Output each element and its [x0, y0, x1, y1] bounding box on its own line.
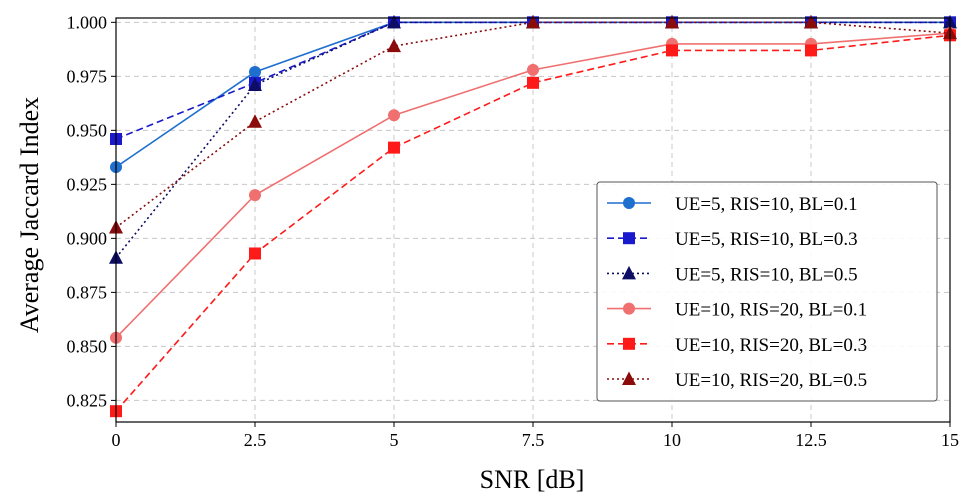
data-point: [804, 14, 818, 29]
y-tick-label: 1.000: [67, 12, 108, 32]
legend-label: UE=10, RIS=20, BL=0.3: [675, 335, 867, 356]
data-point: [388, 141, 400, 154]
data-point: [527, 76, 539, 89]
legend-marker: [622, 265, 636, 280]
legend-box: [596, 181, 938, 402]
data-point: [249, 247, 261, 260]
y-tick-label: 0.900: [67, 228, 108, 248]
x-tick-label: 12.5: [795, 430, 827, 450]
data-point: [665, 14, 679, 29]
data-point: [249, 66, 261, 79]
y-axis-ticks: 0.825 0.850 0.875 0.900 0.925 0.950 0.975 1.000: [67, 12, 116, 410]
x-axis-label: SNR [dB]: [480, 465, 585, 494]
x-tick-label: 7.5: [522, 430, 545, 450]
legend-entry: UE=5, RIS=10, BL=0.1: [607, 194, 858, 215]
legend-label: UE=5, RIS=10, BL=0.1: [675, 194, 858, 215]
legend: UE=5, RIS=10, BL=0.1 UE=5, RIS=10, BL=0.3…: [596, 181, 938, 402]
legend-entry: UE=10, RIS=20, BL=0.1: [607, 300, 867, 321]
legend-marker: [623, 302, 635, 315]
x-tick-label: 15: [941, 430, 959, 450]
y-tick-label: 0.850: [67, 336, 108, 356]
legend-entry: UE=5, RIS=10, BL=0.3: [607, 229, 858, 250]
legend-label: UE=10, RIS=20, BL=0.5: [675, 370, 867, 391]
legend-marker: [623, 337, 635, 350]
y-tick-label: 0.950: [67, 120, 108, 140]
x-tick-label: 2.5: [244, 430, 267, 450]
y-tick-label: 0.875: [67, 282, 108, 302]
legend-entry: UE=5, RIS=10, BL=0.5: [607, 264, 858, 285]
data-point: [666, 44, 678, 57]
legend-marker: [623, 197, 635, 209]
x-axis-ticks: 0 2.5 5 7.5 10 12.5 15: [112, 422, 959, 450]
legend-entry: UE=10, RIS=20, BL=0.5: [607, 370, 867, 391]
data-point: [388, 109, 400, 122]
y-tick-label: 0.825: [67, 390, 108, 410]
x-tick-label: 0: [112, 430, 121, 450]
data-point: [249, 189, 261, 202]
legend-marker: [622, 371, 636, 385]
data-point: [526, 14, 540, 29]
series-6: [109, 14, 957, 234]
data-point: [387, 14, 401, 29]
y-tick-label: 0.925: [67, 174, 108, 194]
y-tick-label: 0.975: [67, 66, 108, 86]
legend-entry: UE=10, RIS=20, BL=0.3: [607, 335, 867, 356]
legend-label: UE=5, RIS=10, BL=0.3: [675, 229, 858, 250]
x-tick-label: 10: [663, 430, 681, 450]
data-point: [248, 114, 262, 128]
legend-label: UE=10, RIS=20, BL=0.1: [675, 300, 867, 321]
data-point: [805, 44, 817, 57]
data-point: [527, 63, 539, 76]
legend-label: UE=5, RIS=10, BL=0.5: [675, 264, 858, 285]
x-tick-label: 5: [390, 430, 399, 450]
data-point: [248, 77, 262, 91]
legend-marker: [623, 232, 635, 245]
data-point: [387, 38, 401, 53]
y-axis-label: Average Jaccard Index: [15, 97, 44, 333]
